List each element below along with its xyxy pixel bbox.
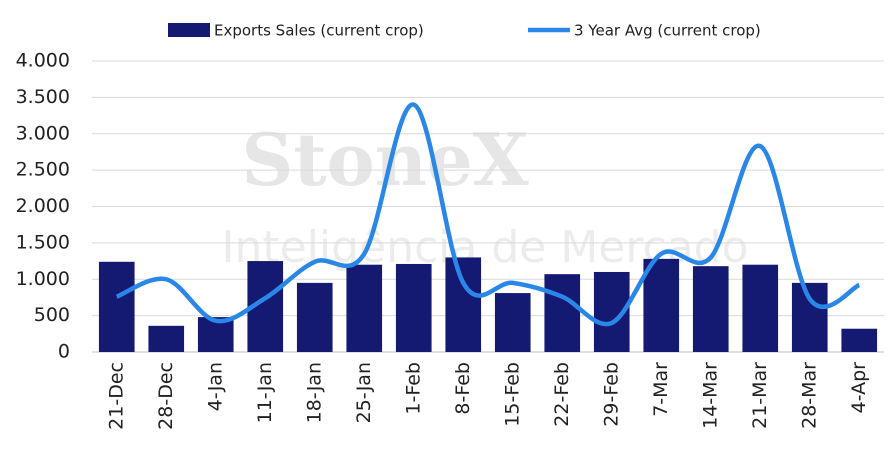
x-tick-label: 21-Dec xyxy=(105,362,127,430)
x-tick-label: 29-Feb xyxy=(600,362,622,427)
x-tick-label: 18-Jan xyxy=(303,362,325,423)
y-tick-label: 2.000 xyxy=(16,195,70,217)
bar xyxy=(494,293,531,352)
legend-label: Exports Sales (current crop) xyxy=(214,22,424,40)
x-tick-label: 11-Jan xyxy=(254,362,276,423)
x-tick-label: 1-Feb xyxy=(402,362,424,415)
bar xyxy=(395,263,432,352)
bar xyxy=(296,282,333,352)
y-tick-label: 4.000 xyxy=(16,50,70,72)
x-tick-label: 8-Feb xyxy=(452,362,474,415)
y-tick-label: 1.000 xyxy=(16,268,70,290)
y-tick-label: 3.500 xyxy=(16,86,70,108)
bar xyxy=(742,264,779,352)
bar xyxy=(643,258,680,352)
bar xyxy=(692,266,729,352)
x-tick-label: 15-Feb xyxy=(501,362,523,427)
bar xyxy=(544,274,581,352)
y-tick-label: 1.500 xyxy=(16,231,70,253)
y-tick-label: 2.500 xyxy=(16,159,70,181)
bar xyxy=(841,328,878,352)
x-tick-label: 14-Mar xyxy=(699,362,721,429)
bar xyxy=(98,261,135,352)
bar xyxy=(445,257,482,352)
bar xyxy=(148,325,185,352)
y-tick-label: 0 xyxy=(58,341,70,363)
x-tick-label: 21-Mar xyxy=(749,362,771,429)
x-tick-label: 7-Mar xyxy=(650,362,672,417)
bar xyxy=(791,282,828,352)
x-tick-label: 4-Jan xyxy=(204,362,226,411)
legend-label: 3 Year Avg (current crop) xyxy=(574,22,761,40)
x-tick-label: 22-Feb xyxy=(551,362,573,427)
x-tick-label: 28-Mar xyxy=(798,362,820,429)
bar xyxy=(346,264,383,352)
x-tick-label: 25-Jan xyxy=(353,362,375,423)
legend-swatch xyxy=(168,23,210,37)
x-tick-label: 4-Apr xyxy=(848,362,870,414)
line xyxy=(115,102,861,327)
y-tick-label: 500 xyxy=(34,304,70,326)
y-tick-label: 3.000 xyxy=(16,122,70,144)
x-tick-label: 28-Dec xyxy=(155,362,177,430)
